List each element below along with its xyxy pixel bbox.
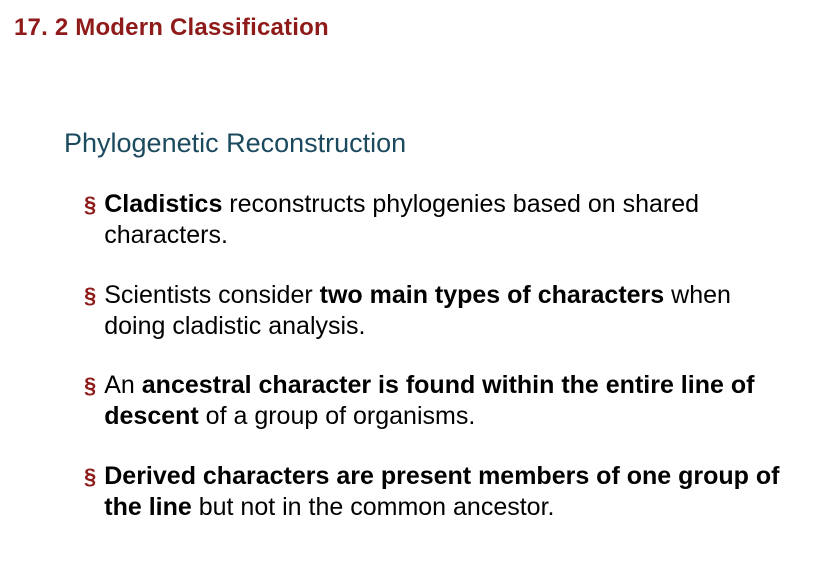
bullet-text: An ancestral character is found within t… (104, 370, 788, 433)
list-item: § Derived characters are present members … (84, 461, 788, 524)
slide-header: 17. 2 Modern Classification (0, 0, 828, 42)
bullet-text: Scientists consider two main types of ch… (104, 280, 788, 343)
text-run: two main types of characters (320, 281, 665, 309)
bullet-marker-icon: § (84, 462, 96, 492)
text-run: but not in the common ancestor. (192, 493, 555, 521)
bullet-marker-icon: § (84, 190, 96, 220)
section-title: 17. 2 Modern Classification (14, 14, 814, 42)
slide-subtitle: Phylogenetic Reconstruction (64, 128, 828, 159)
list-item: § Cladistics reconstructs phylogenies bas… (84, 189, 788, 252)
text-run: An (104, 371, 142, 399)
bullet-text: Derived characters are present members o… (104, 461, 788, 524)
text-run: Scientists consider (104, 281, 319, 309)
bullet-marker-icon: § (84, 371, 96, 401)
bullet-marker-icon: § (84, 281, 96, 311)
list-item: § Scientists consider two main types of c… (84, 280, 788, 343)
slide: 17. 2 Modern Classification Phylogenetic… (0, 0, 828, 576)
list-item: § An ancestral character is found within … (84, 370, 788, 433)
text-run: Cladistics (104, 190, 222, 218)
text-run: of a group of organisms. (199, 402, 476, 430)
bullet-list: § Cladistics reconstructs phylogenies bas… (84, 189, 828, 523)
bullet-text: Cladistics reconstructs phylogenies base… (104, 189, 788, 252)
